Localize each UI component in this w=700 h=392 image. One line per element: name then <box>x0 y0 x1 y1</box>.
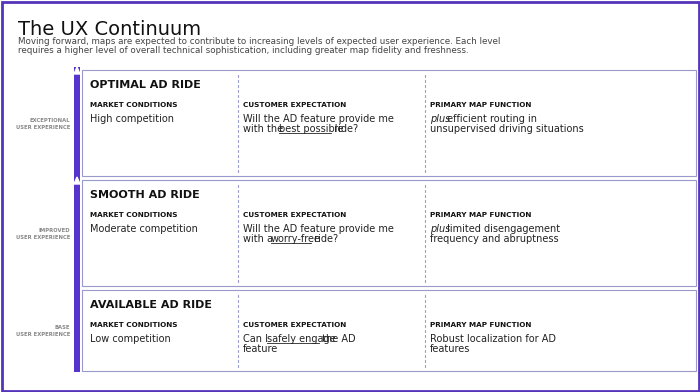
Text: ride?: ride? <box>311 234 338 244</box>
Text: MARKET CONDITIONS: MARKET CONDITIONS <box>90 322 178 328</box>
Text: USER EXPERIENCE: USER EXPERIENCE <box>15 125 70 129</box>
Text: CUSTOMER EXPECTATION: CUSTOMER EXPECTATION <box>243 212 346 218</box>
Text: plus: plus <box>430 114 450 124</box>
Text: frequency and abruptness: frequency and abruptness <box>430 234 559 244</box>
Text: the AD: the AD <box>319 334 356 344</box>
Text: feature: feature <box>243 344 279 354</box>
Text: limited disengagement: limited disengagement <box>444 224 561 234</box>
Text: worry-free: worry-free <box>271 234 321 244</box>
Text: with the: with the <box>243 124 286 134</box>
Text: features: features <box>430 344 470 354</box>
Text: MARKET CONDITIONS: MARKET CONDITIONS <box>90 102 178 108</box>
Text: ride?: ride? <box>331 124 358 134</box>
Text: PRIMARY MAP FUNCTION: PRIMARY MAP FUNCTION <box>430 212 531 218</box>
Text: best possible: best possible <box>279 124 344 134</box>
Text: Moderate competition: Moderate competition <box>90 224 198 234</box>
Bar <box>82 180 696 286</box>
Text: AVAILABLE AD RIDE: AVAILABLE AD RIDE <box>90 300 212 310</box>
Text: PRIMARY MAP FUNCTION: PRIMARY MAP FUNCTION <box>430 322 531 328</box>
Polygon shape <box>74 177 80 184</box>
Text: with a: with a <box>243 234 276 244</box>
Text: SMOOTH AD RIDE: SMOOTH AD RIDE <box>90 190 199 200</box>
Bar <box>82 290 696 371</box>
Bar <box>74 67 80 372</box>
Text: Will the AD feature provide me: Will the AD feature provide me <box>243 114 394 124</box>
Text: USER EXPERIENCE: USER EXPERIENCE <box>15 332 70 337</box>
Text: USER EXPERIENCE: USER EXPERIENCE <box>15 234 70 240</box>
Text: requires a higher level of overall technical sophistication, including greater m: requires a higher level of overall techn… <box>18 46 468 55</box>
Text: Robust localization for AD: Robust localization for AD <box>430 334 556 344</box>
Text: Will the AD feature provide me: Will the AD feature provide me <box>243 224 394 234</box>
Text: IMPROVED: IMPROVED <box>38 227 70 232</box>
Text: MARKET CONDITIONS: MARKET CONDITIONS <box>90 212 178 218</box>
Text: plus: plus <box>430 224 450 234</box>
Text: safely engage: safely engage <box>267 334 335 344</box>
Text: Low competition: Low competition <box>90 334 171 344</box>
Text: Can I: Can I <box>243 334 271 344</box>
Text: CUSTOMER EXPECTATION: CUSTOMER EXPECTATION <box>243 322 346 328</box>
Text: CUSTOMER EXPECTATION: CUSTOMER EXPECTATION <box>243 102 346 108</box>
Text: High competition: High competition <box>90 114 174 124</box>
Bar <box>82 70 696 176</box>
Text: Moving forward, maps are expected to contribute to increasing levels of expected: Moving forward, maps are expected to con… <box>18 37 500 46</box>
Text: unsupervised driving situations: unsupervised driving situations <box>430 124 584 134</box>
Text: BASE: BASE <box>55 325 70 330</box>
Text: efficient routing in: efficient routing in <box>444 114 538 124</box>
Text: PRIMARY MAP FUNCTION: PRIMARY MAP FUNCTION <box>430 102 531 108</box>
Text: The UX Continuum: The UX Continuum <box>18 20 201 39</box>
Polygon shape <box>74 67 80 74</box>
Text: OPTIMAL AD RIDE: OPTIMAL AD RIDE <box>90 80 201 90</box>
Text: EXCEPTIONAL: EXCEPTIONAL <box>29 118 70 123</box>
